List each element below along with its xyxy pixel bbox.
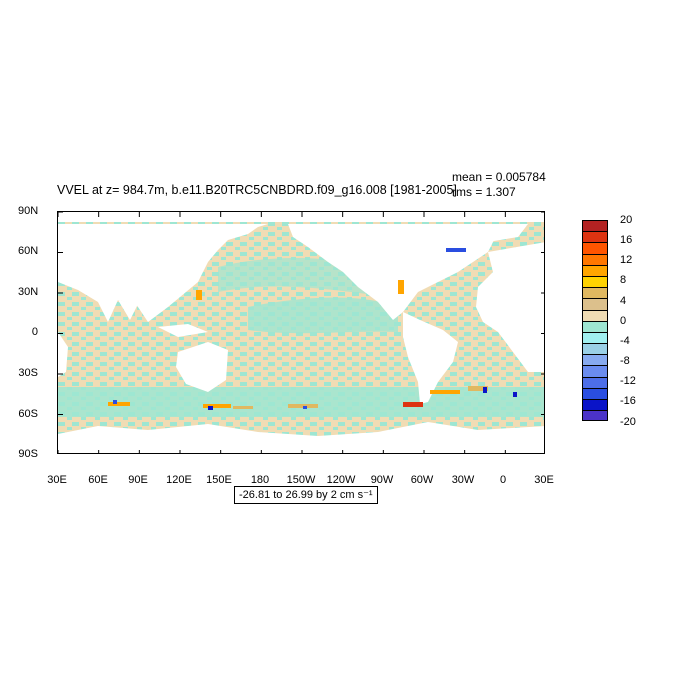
colorbar-label: -4: [620, 334, 630, 347]
colorbar-cell: [582, 387, 608, 399]
xlab-60w: 60W: [410, 474, 434, 486]
colorbar-label: -20: [620, 415, 636, 428]
land-north-america: [288, 224, 498, 320]
ylab-60n: 60N: [18, 245, 39, 257]
xlab-30e: 30E: [47, 474, 67, 486]
colorbar: [582, 220, 608, 422]
colorbar-cell: [582, 320, 608, 332]
rms-stat: rms = 1.307: [452, 185, 516, 199]
colorbar-cell: [582, 309, 608, 321]
colorbar-cell: [582, 331, 608, 344]
colorbar-label: 4: [620, 294, 627, 307]
ylab-90n: 90N: [18, 205, 39, 217]
colorbar-cell: [582, 343, 608, 355]
colorbar-label: -8: [620, 355, 630, 368]
xlab-120w: 120W: [326, 474, 356, 486]
colorbar-label: 20: [620, 214, 633, 226]
colorbar-cell: [582, 399, 608, 411]
xlab-0: 0: [499, 474, 507, 486]
colorbar-label: -12: [620, 375, 636, 388]
plot-title: VVEL at z= 984.7m, b.e11.B20TRC5CNBDRD.f…: [57, 183, 457, 197]
xlab-150e: 150E: [206, 474, 232, 486]
land-europe-africa: [476, 242, 544, 372]
colorbar-cell: [582, 264, 608, 276]
land-south-america: [403, 312, 458, 404]
land-india: [118, 300, 138, 320]
land-eurasia: [58, 224, 268, 322]
acc-streaks: [108, 248, 517, 410]
tropical-pacific-band: [248, 297, 398, 334]
colorbar-label: 12: [620, 254, 633, 267]
xlab-150w: 150W: [286, 474, 316, 486]
colorbar-label: 8: [620, 274, 627, 287]
colorbar-label: 0: [620, 314, 627, 327]
colorbar-cell: [582, 376, 608, 388]
colorbar-cell: [582, 298, 608, 310]
colorbar-cell: [582, 231, 608, 243]
xlab-30e-right: 30E: [534, 474, 554, 486]
xlab-90e: 90E: [128, 474, 148, 486]
colorbar-label: -16: [620, 395, 636, 408]
xlab-60e: 60E: [88, 474, 108, 486]
map-plot-area: [57, 211, 545, 454]
colorbar-cell: [582, 242, 608, 254]
mean-stat: mean = 0.005784: [452, 170, 546, 184]
ylab-0: 0: [31, 326, 38, 338]
xlab-90w: 90W: [370, 474, 394, 486]
map-svg: [58, 212, 544, 453]
colorbar-cell: [582, 365, 608, 377]
ylab-30s: 30S: [18, 367, 38, 379]
southern-ocean-belt: [58, 387, 544, 417]
land-arctic: [58, 212, 544, 222]
colorbar-label: 16: [620, 234, 633, 247]
colorbar-cell: [582, 354, 608, 366]
colorbar-cell: [582, 410, 608, 422]
xlab-180: 180: [250, 474, 270, 486]
land-australia: [176, 342, 228, 392]
colorbar-cell: [582, 275, 608, 288]
colorbar-cell: [582, 253, 608, 265]
land-greenland: [438, 224, 528, 242]
xlab-120e: 120E: [166, 474, 192, 486]
land-antarctica: [58, 422, 544, 453]
xlab-30w: 30W: [451, 474, 475, 486]
ylab-30n: 30N: [18, 286, 39, 298]
land-africa: [58, 332, 68, 377]
contour-range-label: -26.81 to 26.99 by 2 cm s⁻¹: [234, 486, 378, 504]
ylab-90s: 90S: [18, 448, 38, 460]
ylab-60s: 60S: [18, 408, 38, 420]
land-indonesia: [158, 324, 208, 337]
colorbar-cell: [582, 220, 608, 232]
colorbar-cell: [582, 287, 608, 299]
